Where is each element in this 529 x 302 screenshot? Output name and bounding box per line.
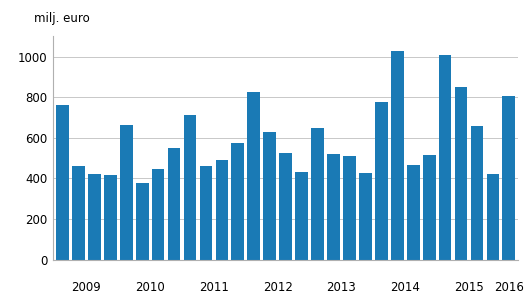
Bar <box>279 153 292 260</box>
Text: 2014: 2014 <box>390 281 420 294</box>
Text: 2010: 2010 <box>135 281 165 294</box>
Bar <box>343 156 356 260</box>
Bar <box>168 148 180 260</box>
Text: 2009: 2009 <box>71 281 101 294</box>
Bar <box>503 96 515 260</box>
Bar <box>263 132 276 260</box>
Bar <box>327 154 340 260</box>
Text: 2013: 2013 <box>326 281 357 294</box>
Bar <box>454 87 468 260</box>
Bar <box>120 125 133 260</box>
Bar <box>199 166 212 260</box>
Bar <box>248 92 260 260</box>
Bar <box>88 174 101 260</box>
Text: 2015: 2015 <box>454 281 484 294</box>
Bar <box>359 173 372 260</box>
Bar <box>407 165 419 260</box>
Bar <box>423 155 435 260</box>
Bar <box>471 126 484 260</box>
Bar <box>72 166 85 260</box>
Bar <box>311 128 324 260</box>
Bar <box>56 105 69 260</box>
Bar <box>136 182 149 260</box>
Bar <box>439 55 451 260</box>
Bar <box>104 175 117 260</box>
Bar <box>391 51 404 260</box>
Bar <box>375 102 388 260</box>
Text: milj. euro: milj. euro <box>34 12 90 25</box>
Bar <box>215 160 229 260</box>
Text: 2016: 2016 <box>494 281 524 294</box>
Text: 2011: 2011 <box>199 281 229 294</box>
Bar <box>232 143 244 260</box>
Bar <box>295 172 308 260</box>
Bar <box>152 169 165 260</box>
Text: 2012: 2012 <box>263 281 293 294</box>
Bar <box>487 174 499 260</box>
Bar <box>184 115 196 260</box>
